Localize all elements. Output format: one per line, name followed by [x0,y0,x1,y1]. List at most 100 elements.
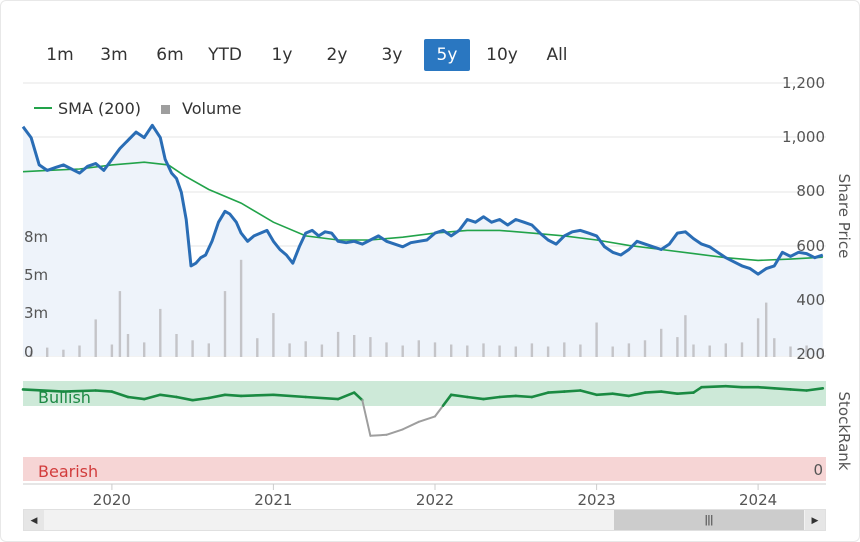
price-tick-label: 400 [796,291,825,309]
volume-legend-label[interactable]: Volume [182,99,242,118]
volume-bar [482,343,485,357]
stockrank-segment [361,399,372,437]
stockrank-segment [175,395,194,402]
price-tick-label: 1,000 [782,128,825,146]
price-axis: 1,200 1,000 800 600 400 200 [782,74,825,363]
range-button-5y[interactable]: 5y [424,39,470,71]
volume-bar [288,343,291,357]
volume-bar [320,344,324,357]
x-tick-label: 2024 [739,491,777,506]
stockrank-segment [304,395,340,401]
stockrank-segment [159,393,178,399]
range-button-1y[interactable]: 1y [271,45,293,65]
sma-legend-label[interactable]: SMA (200) [58,99,141,118]
sma-line [22,161,823,262]
volume-tick-label: 3m [24,304,48,322]
volume-bar [756,318,760,357]
range-button-3y[interactable]: 3y [381,45,403,65]
stockrank-segment [772,386,792,391]
x-axis: 2020 2021 2022 2023 2024 [23,483,826,506]
scroll-right-arrow-icon[interactable]: ▶ [805,510,825,530]
stockrank-segment [595,392,615,397]
volume-bar [336,331,340,357]
stockrank-axis-title: StockRank [835,392,853,471]
price-tick-label: 600 [796,237,825,255]
stockrank-segment [62,389,97,393]
range-button-all[interactable]: All [546,45,568,65]
volume-bar [740,342,744,357]
stockrank-segment [659,390,679,396]
volume-bar [676,337,679,357]
stockrank-segment [579,389,598,397]
bearish-label: Bearish [38,462,98,481]
stockrank-segment [272,393,308,399]
volume-tick-label: 5m [24,266,48,284]
x-tick-label: 2020 [93,491,131,506]
volume-axis: 8m 5m 3m 0 [24,228,48,361]
volume-bar [417,340,420,357]
volume-bar [143,342,146,357]
volume-bar [789,346,792,357]
volume-bar [94,319,97,357]
stockrank-segment [692,385,703,394]
range-button-1m[interactable]: 1m [46,45,74,65]
stockrank-segment [441,393,453,407]
stockrank-line [21,384,825,437]
volume-bar [821,348,824,357]
range-button-2y[interactable]: 2y [326,45,348,65]
volume-bar [765,302,768,357]
bullish-label: Bullish [38,388,91,407]
stockrank-segment [352,391,364,402]
stockrank-segment [223,393,243,398]
volume-bar [773,338,776,357]
volume-bar [272,313,275,357]
grid-lines [23,82,826,357]
volume-bars [29,259,824,357]
stockrank-segment [514,394,534,399]
stockrank-segment [369,433,388,437]
range-button-10y[interactable]: 10y [486,45,518,65]
volume-bar [256,338,259,357]
stockrank-segment [434,404,445,418]
stockrank-tick-label: 0 [813,461,823,479]
volume-bar [579,344,582,357]
range-button-3m[interactable]: 3m [100,45,128,65]
stockrank-segment [498,394,518,399]
x-tick-label: 2023 [578,491,616,506]
volume-bar [546,346,550,357]
chart-legend: SMA (200) Volume [34,99,242,118]
volume-bar [239,259,243,357]
price-line [21,123,824,276]
stockrank-segment [482,395,501,401]
stockrank-segment [546,390,566,394]
volume-legend-swatch [161,105,170,114]
stockrank-segment [643,390,663,394]
stockrank-segment [21,388,65,393]
volume-bar [660,328,663,357]
range-button-ytd[interactable]: YTD [208,45,242,65]
volume-bar [118,291,122,357]
stockrank-panel: Bullish Bearish 0 StockRank [21,381,853,481]
volume-bar [175,334,178,357]
stockrank-segment [94,389,114,393]
volume-bar [110,344,114,357]
volume-bar [684,315,687,357]
stockrank-segment [142,393,162,401]
stockrank-segment [676,391,695,396]
stockrank-segment [789,388,808,392]
range-button-6m[interactable]: 6m [156,45,184,65]
price-tick-label: 1,200 [782,74,825,92]
stockrank-segment [385,428,404,436]
stockrank-segment [191,396,211,402]
volume-bar [304,341,307,357]
volume-bar [62,349,65,357]
volume-bar [805,345,808,357]
stockrank-segment [207,393,227,400]
price-tick-label: 800 [796,182,825,200]
stockrank-segment [724,384,744,389]
scrollbar-thumb[interactable]: ||| [614,510,804,530]
volume-bar [611,346,614,357]
navigator-scrollbar[interactable]: ◀ ||| ▶ [23,509,826,531]
scroll-left-arrow-icon[interactable]: ◀ [24,510,44,530]
stockrank-segment [700,384,728,389]
